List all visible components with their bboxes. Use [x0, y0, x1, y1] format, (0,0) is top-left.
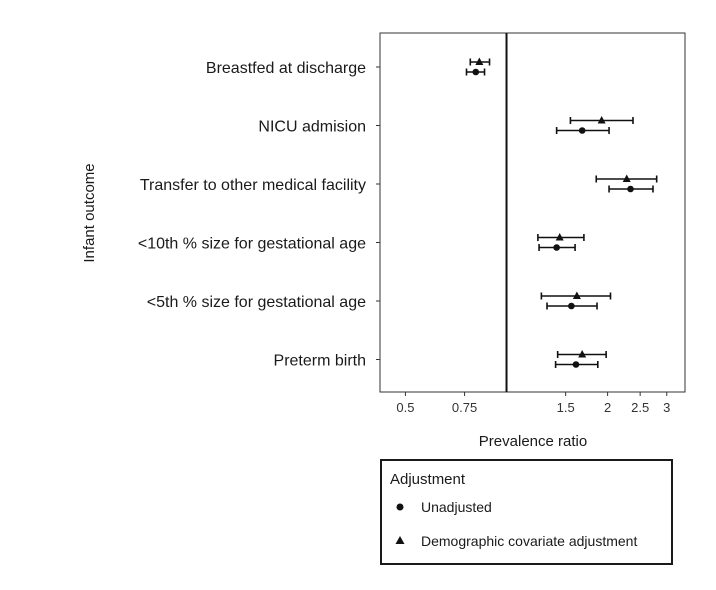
legend-box: [380, 459, 673, 565]
x-tick-label-5: 3: [663, 400, 670, 415]
point-circle-5: [572, 361, 580, 368]
point-triangle-2: [622, 174, 631, 182]
point-circle-4: [568, 302, 575, 310]
x-tick-label-1: 0.75: [452, 400, 477, 415]
x-tick-label-0: 0.5: [396, 400, 414, 415]
point-triangle-4: [572, 291, 581, 299]
x-tick-label-4: 2.5: [631, 400, 649, 415]
legend-label-demographic-covariate-adjustment: Demographic covariate adjustment: [421, 533, 637, 549]
point-circle-0: [472, 68, 480, 76]
point-triangle-5: [578, 350, 587, 358]
category-label-5: Preterm birth: [274, 353, 366, 370]
point-circle-1: [578, 127, 586, 134]
point-triangle-3: [555, 233, 564, 241]
category-label-3: <10th % size for gestational age: [138, 236, 366, 253]
point-triangle-0: [475, 57, 484, 65]
category-label-0: Breastfed at discharge: [206, 60, 366, 77]
legend-label-unadjusted: Unadjusted: [421, 499, 492, 515]
point-circle-3: [553, 244, 560, 251]
x-axis-ticks: 0.5 0.75 1.5 2 2.5 3: [396, 392, 670, 415]
point-circle-2: [627, 185, 634, 193]
category-labels: Breastfed at discharge NICU admision Trans…: [138, 60, 380, 370]
legend-title: Adjustment: [390, 471, 466, 488]
x-tick-label-3: 2: [604, 400, 611, 415]
category-label-4: <5th % size for gestational age: [147, 294, 366, 311]
legend: Adjustment Unadjusted Demographic covaria…: [380, 459, 673, 565]
x-tick-label-2: 1.5: [557, 400, 575, 415]
x-axis-title: Prevalence ratio: [479, 433, 587, 450]
category-label-1: NICU admision: [258, 119, 366, 136]
legend-triangle-icon: [395, 536, 405, 544]
y-axis-title: Infant outcome: [81, 163, 98, 262]
plot-panel: [379, 32, 686, 393]
legend-circle-icon: [396, 503, 404, 511]
category-label-2: Transfer to other medical facility: [140, 177, 366, 194]
estimate-marks: [465, 57, 658, 368]
legend-entries: Unadjusted Demographic covariate adjustme…: [395, 499, 637, 549]
point-triangle-1: [597, 116, 606, 124]
